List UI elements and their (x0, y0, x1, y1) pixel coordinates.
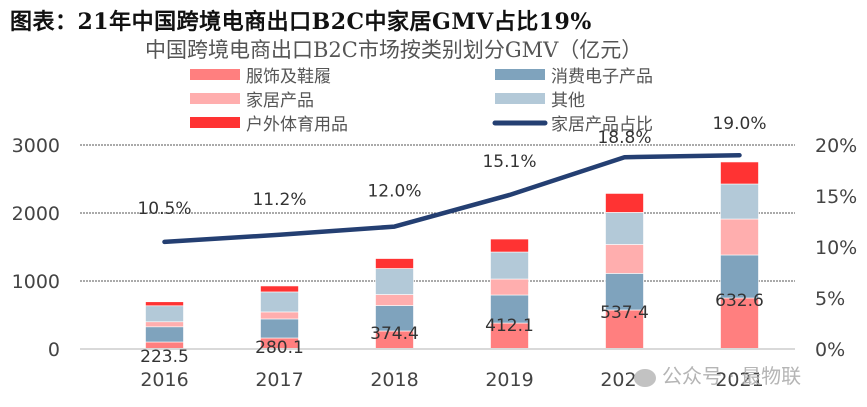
bar-2020-series-3 (605, 212, 644, 245)
share-line (162, 152, 742, 245)
x-tick-2019: 2019 (485, 369, 533, 391)
y-tick-0: 0 (48, 339, 60, 361)
bar-label-2019: 412.1 (485, 316, 534, 336)
data-labels: 10.5% 11.2% 12.0% 15.1% 18.8% 19.0% 223.5 280.1… (137, 114, 766, 367)
y2-tick-0: 0% (815, 339, 845, 361)
share-label-2016: 10.5% (137, 199, 191, 219)
bar-2021-series-3 (720, 183, 759, 220)
x-tick-2017: 2017 (255, 369, 303, 391)
bar-2017-series-2 (260, 311, 299, 320)
bar-2019-series-3 (490, 251, 529, 280)
legend-swatch-4 (190, 117, 240, 128)
bar-2019-series-2 (490, 278, 529, 296)
legend-label-4: 户外体育用品 (246, 115, 348, 135)
y-tick-1000: 1000 (12, 271, 60, 293)
legend-swatch-2 (190, 93, 240, 104)
bar-2017-series-3 (260, 291, 299, 313)
bar-2017-series-4 (260, 285, 299, 293)
bar-2020-series-4 (605, 193, 644, 213)
watermark: 公众号 · 最物联 (634, 360, 801, 389)
bar-2020-series-1 (605, 273, 644, 311)
share-label-2021: 19.0% (712, 114, 766, 134)
bar-2019-series-1 (490, 294, 529, 324)
x-tick-2018: 2018 (370, 369, 418, 391)
bar-2016-series-3 (145, 305, 184, 323)
bar-label-2021: 632.6 (715, 291, 764, 311)
y-tick-3000: 3000 (12, 135, 60, 157)
legend-swatch-1 (495, 69, 545, 80)
share-line-path (162, 152, 742, 245)
bar-2017-series-1 (260, 318, 299, 339)
bar-2021-series-2 (720, 218, 759, 256)
bar-2020-series-0 (605, 309, 644, 350)
y2-tick-3: 15% (815, 186, 857, 208)
bar-label-2016: 223.5 (140, 347, 189, 367)
y2-tick-2: 10% (815, 237, 857, 259)
axes: 0 1000 2000 3000 0% 5% 10% 15% 20% 2016 2017 2018 20… (12, 135, 858, 391)
bar-2021-series-0 (720, 297, 759, 350)
share-label-2017: 11.2% (252, 190, 306, 210)
x-tick-2021: 2021 (715, 369, 763, 391)
legend-label-5: 家居产品占比 (551, 115, 653, 135)
x-tick-2016: 2016 (140, 369, 188, 391)
legend-label-0: 服饰及鞋履 (246, 67, 331, 87)
bar-2018-series-2 (375, 294, 414, 306)
share-label-2019: 15.1% (482, 152, 536, 172)
bars (145, 161, 759, 350)
legend-label-1: 消费电子产品 (551, 67, 653, 87)
bar-label-2017: 280.1 (255, 338, 304, 358)
legend-swatch-0 (190, 69, 240, 80)
bar-2019-series-4 (490, 238, 529, 253)
legend-swatch-3 (495, 93, 545, 104)
bar-label-2020: 537.4 (600, 303, 649, 323)
bar-label-2018: 374.4 (370, 324, 419, 344)
share-label-2018: 12.0% (367, 182, 421, 202)
bar-2018-series-1 (375, 305, 414, 332)
bar-2019-series-0 (490, 322, 529, 350)
y-tick-2000: 2000 (12, 203, 60, 225)
y2-tick-4: 20% (815, 135, 857, 157)
figure-heading: 图表：21年中国跨境电商出口B2C中家居GMV占比19% (10, 9, 592, 35)
bar-2021-series-4 (720, 161, 759, 185)
bar-2020-series-2 (605, 244, 644, 274)
chart-title: 中国跨境电商出口B2C市场按类别划分GMV（亿元） (145, 38, 643, 62)
bar-2018-series-4 (375, 258, 414, 269)
y2-tick-1: 5% (815, 288, 845, 310)
bar-2018-series-3 (375, 268, 414, 295)
share-label-2020: 18.8% (597, 128, 651, 148)
legend-label-2: 家居产品 (246, 91, 314, 111)
bar-2016-series-4 (145, 301, 184, 307)
watermark-text: 公众号 · 最物联 (662, 364, 802, 388)
legend-label-3: 其他 (551, 91, 585, 111)
bar-2016-series-1 (145, 326, 184, 343)
bar-2016-series-2 (145, 321, 184, 328)
wechat-icon (634, 368, 656, 387)
